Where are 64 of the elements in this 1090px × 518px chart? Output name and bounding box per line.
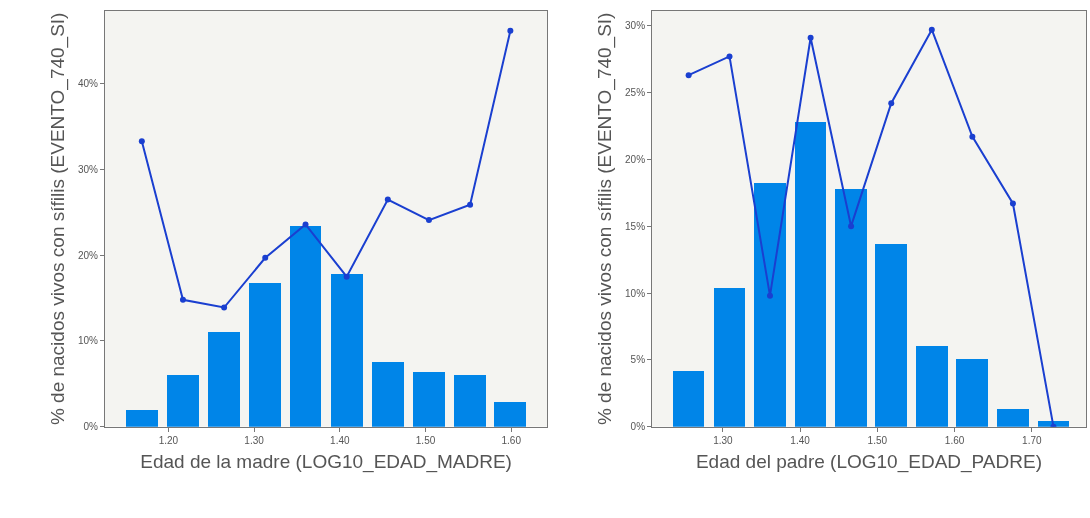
point: [888, 100, 895, 107]
y-tick-label: 0%: [630, 421, 646, 433]
bar: [673, 370, 705, 427]
point: [1009, 200, 1016, 207]
y-tick-label: 0%: [83, 421, 99, 433]
y-tick-label: 25%: [625, 87, 646, 99]
x-tick-label: 1.50: [867, 434, 888, 446]
point: [685, 72, 692, 79]
point: [726, 53, 733, 60]
bar: [997, 408, 1030, 427]
point: [262, 254, 269, 261]
bar: [207, 331, 240, 427]
bar: [956, 358, 989, 427]
x-tick-label: 1.60: [501, 434, 522, 446]
point: [179, 296, 186, 303]
bar: [166, 374, 199, 427]
point: [848, 223, 855, 230]
y-tick-label: 40%: [77, 78, 99, 90]
y-axis-title: % de nacidos vivos con sífilis (EVENTO_740_SI): [593, 12, 616, 426]
x-tick-label: 1.40: [790, 434, 811, 446]
bar: [412, 371, 445, 427]
point: [384, 196, 391, 203]
point: [221, 304, 228, 311]
point: [766, 292, 773, 299]
point: [928, 26, 935, 33]
y-tick-label: 5%: [630, 354, 646, 366]
point: [425, 217, 432, 224]
point: [343, 273, 350, 280]
bar: [289, 225, 321, 427]
bar: [330, 273, 363, 427]
x-tick-label: 1.20: [158, 434, 179, 446]
bar: [371, 361, 404, 427]
bar: [875, 243, 908, 427]
x-tick-label: 1.30: [244, 434, 265, 446]
y-tick-label: 30%: [625, 20, 646, 32]
point: [969, 133, 976, 140]
bar: [493, 401, 526, 427]
bar: [125, 409, 158, 427]
y-tick-label: 10%: [625, 287, 646, 299]
bar: [248, 282, 281, 427]
bar: [835, 188, 868, 427]
bar: [453, 374, 486, 427]
point: [507, 27, 514, 34]
bar: [714, 287, 746, 427]
x-tick-label: 1.60: [944, 434, 965, 446]
y-tick-label: 20%: [625, 153, 646, 165]
y-axis-title: % de nacidos vivos con sífilis (EVENTO_740_SI): [46, 12, 69, 426]
bar: [916, 345, 949, 427]
y-tick-label: 15%: [625, 220, 646, 232]
y-tick-label: 10%: [77, 335, 99, 347]
point: [807, 34, 814, 41]
y-tick-label: 30%: [77, 164, 99, 176]
point: [138, 138, 145, 145]
point: [302, 221, 309, 228]
x-axis-title: Edad del padre (LOG10_EDAD_PADRE): [695, 451, 1042, 474]
y-tick-label: 20%: [77, 249, 99, 261]
x-tick-label: 1.40: [330, 434, 350, 446]
point: [467, 201, 474, 208]
bar: [754, 182, 787, 427]
x-axis-title: Edad de la madre (LOG10_EDAD_MADRE): [140, 451, 512, 474]
x-tick-label: 1.70: [1022, 434, 1042, 446]
x-tick-label: 1.50: [415, 434, 436, 446]
bar: [795, 121, 827, 427]
x-tick-label: 1.30: [713, 434, 734, 446]
